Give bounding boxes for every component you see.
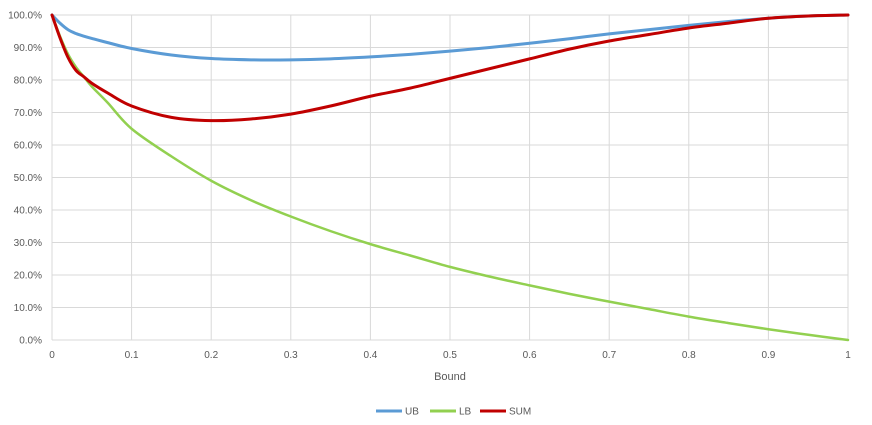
y-tick-label: 60.0%: [14, 141, 42, 152]
legend: UB LB SUM: [376, 407, 531, 418]
legend-item-ub: UB: [376, 407, 419, 418]
x-axis-tick-labels: 0 0.1 0.2 0.3 0.4 0.5 0.6 0.7 0.8 0.9 1: [49, 350, 851, 361]
gridlines: [51, 14, 849, 341]
y-tick-label: 30.0%: [14, 238, 42, 249]
x-tick-label: 0.7: [602, 350, 616, 361]
x-tick-label: 0.2: [204, 350, 218, 361]
x-tick-label: 0.5: [443, 350, 457, 361]
x-tick-label: 0.6: [523, 350, 537, 361]
y-tick-label: 20.0%: [14, 271, 42, 282]
legend-label: LB: [459, 407, 472, 418]
y-tick-label: 10.0%: [14, 303, 42, 314]
series-line-ub: [50, 13, 850, 62]
y-tick-label: 70.0%: [14, 108, 42, 119]
series-line-sum: [50, 13, 850, 123]
x-tick-label: 0.3: [284, 350, 298, 361]
y-tick-label: 0.0%: [19, 336, 42, 347]
legend-item-lb: LB: [430, 407, 472, 418]
y-tick-label: 100.0%: [8, 11, 42, 22]
x-tick-label: 1: [845, 350, 851, 361]
y-tick-label: 50.0%: [14, 173, 42, 184]
legend-label: UB: [405, 407, 419, 418]
legend-label: SUM: [509, 407, 531, 418]
x-tick-label: 0: [49, 350, 55, 361]
x-tick-label: 0.4: [363, 350, 377, 361]
x-tick-label: 0.9: [761, 350, 775, 361]
legend-item-sum: SUM: [480, 407, 531, 418]
x-axis-title: Bound: [434, 371, 466, 383]
y-tick-label: 90.0%: [14, 43, 42, 54]
x-tick-label: 0.1: [125, 350, 139, 361]
y-tick-label: 80.0%: [14, 76, 42, 87]
x-tick-label: 0.8: [682, 350, 696, 361]
y-axis-tick-labels: 0.0% 10.0% 20.0% 30.0% 40.0% 50.0% 60.0% 70.0% 8…: [8, 11, 42, 347]
series-lines: [50, 13, 850, 342]
y-tick-label: 40.0%: [14, 206, 42, 217]
